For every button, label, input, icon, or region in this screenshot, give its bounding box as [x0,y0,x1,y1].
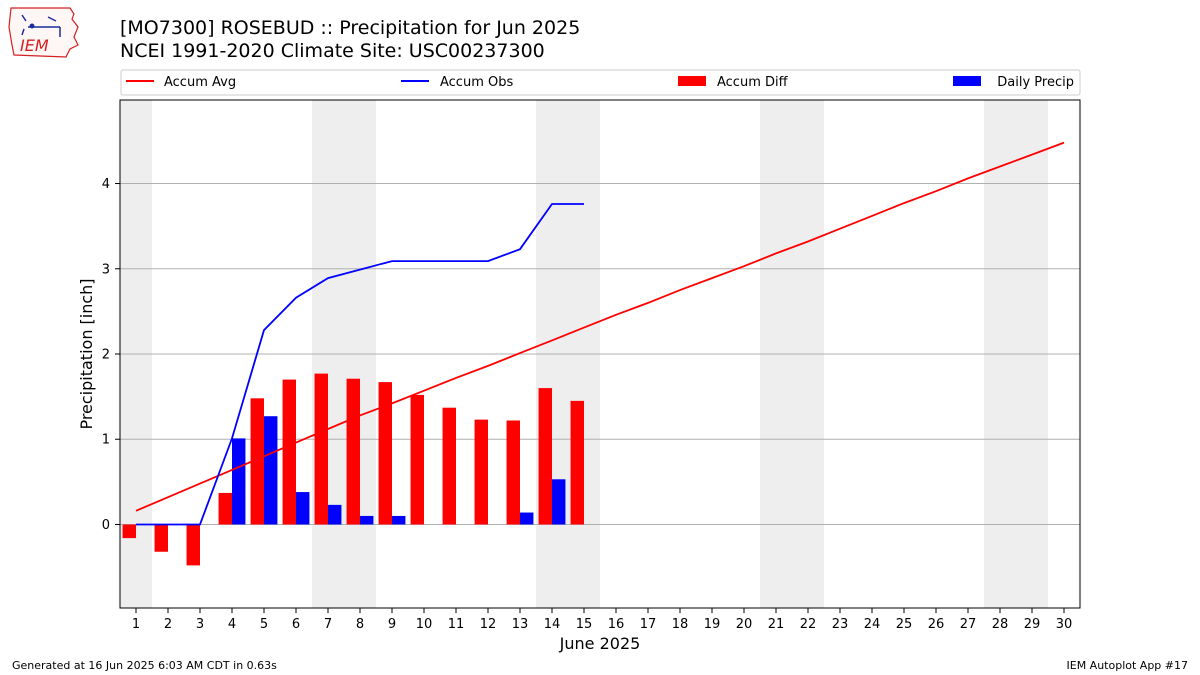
x-axis-ticks: 1 2 3 4 5 6 7 8 9 10 11 12 13 14 15 16 17 18 19 20 21 22 23 24 2… [132,608,1072,632]
daily-precip-bar [296,492,310,525]
y-tick-label: 3 [102,262,110,277]
x-tick-label: 9 [388,617,396,632]
x-tick-label: 18 [672,617,689,632]
accum-diff-bar [474,419,488,525]
app-credit: IEM Autoplot App #17 [1066,659,1189,672]
x-tick-label: 17 [640,617,657,632]
y-axis-ticks: 0 1 2 3 4 [102,177,120,533]
legend-label-accum-obs: Accum Obs [440,75,513,90]
accum-diff-bar [282,379,296,525]
x-tick-label: 12 [480,617,497,632]
legend-label-accum-diff: Accum Diff [717,75,789,90]
daily-precip-bar [232,438,246,525]
x-tick-label: 8 [356,617,364,632]
x-tick-label: 27 [960,617,977,632]
accum-avg-line [135,141,1065,512]
y-axis-label: Precipitation [inch] [77,278,96,429]
x-tick-label: 2 [164,617,172,632]
x-tick-label: 15 [576,617,593,632]
x-tick-label: 7 [324,617,332,632]
x-tick-label: 30 [1056,617,1073,632]
accum-diff-bar [506,420,520,525]
accum-obs-line [136,203,584,526]
line-series [135,141,1065,526]
chart-title: [MO7300] ROSEBUD :: Precipitation for Ju… [120,17,581,39]
x-tick-label: 14 [544,617,561,632]
x-tick-label: 1 [132,617,140,632]
x-tick-label: 11 [448,617,465,632]
accum-diff-bar [378,382,392,525]
x-axis-label: June 2025 [559,634,641,653]
x-tick-label: 3 [196,617,204,632]
chart-subtitle: NCEI 1991-2020 Climate Site: USC00237300 [120,40,545,62]
accum-diff-bar [314,373,328,525]
y-tick-label: 4 [102,177,110,192]
iem-iowa-logo-icon: IEM [8,7,79,58]
weather-symbols-icon [21,14,61,37]
legend-label-daily-precip: Daily Precip [997,75,1074,90]
logo-text: IEM [20,36,49,55]
x-tick-label: 19 [704,617,721,632]
x-tick-label: 20 [736,617,753,632]
x-tick-label: 26 [928,617,945,632]
x-tick-label: 24 [864,617,881,632]
daily-precip-bar [328,504,342,525]
x-tick-label: 29 [1024,617,1041,632]
accum-diff-bar [346,378,360,525]
y-gridlines [120,183,1080,525]
daily-precip-bar [552,479,566,525]
x-tick-label: 22 [800,617,817,632]
y-tick-label: 0 [102,518,110,533]
legend-frame [120,69,1081,96]
y-tick-label: 1 [102,433,110,448]
y-tick-label: 2 [102,348,110,363]
x-tick-label: 6 [292,617,300,632]
daily-precip-bar [264,416,278,525]
daily-precip-bar [520,512,534,525]
x-tick-label: 16 [608,617,625,632]
accum-diff-bar [154,524,168,552]
accum-diff-bar [122,524,136,539]
daily-precip-bar [392,515,406,525]
accum-diff-bar [410,394,424,525]
daily-precip-bar [360,515,374,525]
accum-diff-bar [538,388,552,525]
x-tick-label: 25 [896,617,913,632]
legend: Accum Avg Accum Obs Accum Diff Daily Pre… [120,69,1081,96]
x-tick-label: 10 [416,617,433,632]
accum-diff-bar [250,398,264,525]
accum-diff-bar [570,400,584,525]
x-tick-label: 28 [992,617,1009,632]
accum-diff-bar [442,407,456,525]
generated-timestamp: Generated at 16 Jun 2025 6:03 AM CDT in … [12,659,277,672]
x-tick-label: 21 [768,617,785,632]
legend-swatch-daily-precip [953,76,981,86]
bar-series [122,373,584,566]
legend-label-accum-avg: Accum Avg [164,75,236,90]
x-tick-label: 5 [260,617,268,632]
x-tick-label: 4 [228,617,236,632]
x-tick-label: 13 [512,617,529,632]
legend-swatch-accum-diff [678,76,706,86]
accum-diff-bar [218,492,232,525]
accum-diff-bar [186,524,200,566]
x-tick-label: 23 [832,617,849,632]
